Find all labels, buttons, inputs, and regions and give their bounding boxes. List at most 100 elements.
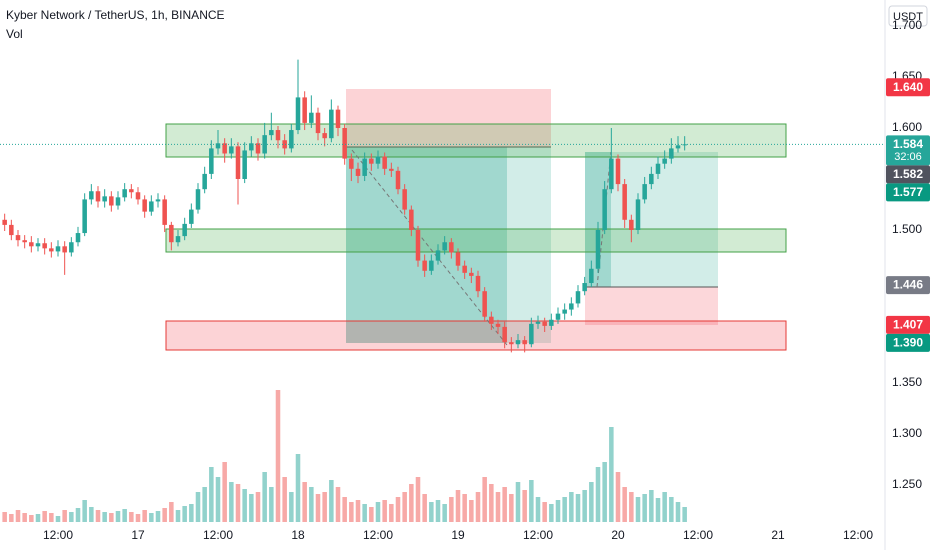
candle-body bbox=[562, 309, 567, 314]
candle-body bbox=[582, 283, 587, 292]
price-badge bbox=[886, 333, 930, 352]
volume-bar bbox=[569, 492, 574, 522]
volume-bar bbox=[169, 502, 174, 522]
volume-bar bbox=[315, 494, 321, 522]
x-tick-label: 17 bbox=[131, 528, 145, 542]
candle-body bbox=[362, 158, 367, 176]
volume-bar bbox=[375, 502, 381, 522]
volume-bar bbox=[589, 482, 594, 522]
chart-title: Kyber Network / TetherUS, 1h, BINANCE bbox=[6, 8, 225, 22]
price-badge-label: 1.390 bbox=[893, 336, 923, 350]
volume-bar bbox=[189, 504, 194, 522]
volume-bar bbox=[529, 480, 534, 522]
x-tick-label: 12:00 bbox=[843, 528, 873, 542]
volume-bar bbox=[482, 477, 487, 522]
volume-bar bbox=[242, 489, 247, 522]
candle-body bbox=[295, 97, 301, 131]
volume-bar bbox=[349, 502, 354, 522]
x-tick-label: 20 bbox=[611, 528, 625, 542]
candle-body bbox=[122, 189, 127, 198]
target-zone bbox=[507, 147, 551, 343]
volume-bar bbox=[62, 510, 67, 522]
volume-bar bbox=[229, 482, 234, 522]
volume-label: Vol bbox=[6, 27, 23, 41]
volume-bar bbox=[642, 494, 647, 522]
stop-zone bbox=[346, 89, 551, 147]
candle-body bbox=[62, 246, 67, 253]
volume-bar bbox=[35, 514, 41, 522]
y-tick-label: 1.600 bbox=[892, 120, 922, 134]
candle-body bbox=[42, 243, 47, 249]
volume-bar bbox=[295, 454, 301, 522]
candle-body bbox=[89, 191, 94, 200]
volume-bar bbox=[55, 516, 61, 522]
volume-bar bbox=[355, 500, 361, 522]
support-zone bbox=[165, 228, 787, 253]
volume-bar bbox=[109, 513, 114, 522]
volume-bar bbox=[9, 514, 14, 522]
candle-body bbox=[402, 189, 407, 210]
volume-bar bbox=[2, 512, 7, 522]
volume-bar bbox=[649, 490, 654, 522]
volume-bar bbox=[335, 487, 341, 522]
candle-body bbox=[49, 248, 54, 252]
volume-bar bbox=[282, 477, 287, 522]
candle-body bbox=[422, 260, 427, 271]
candle-body bbox=[229, 146, 234, 154]
candle-body bbox=[102, 196, 107, 202]
resistance-zone bbox=[165, 123, 787, 158]
candle-body bbox=[129, 189, 134, 193]
candle-body bbox=[302, 97, 307, 123]
volume-bar bbox=[442, 504, 447, 522]
candle-body bbox=[495, 323, 501, 327]
candle-body bbox=[162, 199, 167, 225]
volume-bar bbox=[15, 510, 21, 522]
volume-bar bbox=[415, 477, 421, 522]
volume-bar bbox=[102, 512, 107, 522]
volume-bar bbox=[309, 487, 314, 522]
candle-body bbox=[282, 140, 287, 149]
candle-body bbox=[569, 303, 574, 310]
candle-body bbox=[435, 250, 441, 261]
volume-bar bbox=[669, 497, 674, 522]
candle-body bbox=[9, 224, 14, 236]
price-badge bbox=[886, 165, 930, 184]
volume-bar bbox=[322, 492, 327, 522]
currency[interactable]: USDT bbox=[893, 11, 923, 23]
currency-box[interactable] bbox=[888, 5, 928, 27]
candle-body bbox=[15, 235, 21, 241]
candle-body bbox=[29, 242, 34, 247]
volume-bar bbox=[269, 487, 274, 522]
candle-body bbox=[95, 191, 101, 202]
y-tick-label: 1.350 bbox=[892, 375, 922, 389]
candle-body bbox=[309, 112, 314, 123]
demand-zone bbox=[165, 320, 787, 351]
candle-body bbox=[55, 246, 61, 252]
candle-body bbox=[349, 158, 354, 169]
candle-body bbox=[195, 189, 201, 210]
candle-body bbox=[509, 342, 514, 345]
volume-bar bbox=[395, 497, 401, 522]
candle-body bbox=[202, 173, 207, 190]
candle-body bbox=[442, 242, 447, 251]
candle-body bbox=[315, 112, 321, 134]
candle-body bbox=[142, 199, 147, 212]
candle-body bbox=[322, 133, 327, 139]
volume-bar bbox=[175, 510, 181, 522]
candle-body bbox=[455, 252, 461, 266]
stop-zone bbox=[585, 287, 718, 325]
candle-body bbox=[602, 189, 607, 230]
x-tick-label: 12:00 bbox=[523, 528, 553, 542]
volume-bar bbox=[549, 504, 554, 522]
volume-bar bbox=[129, 512, 134, 522]
candle-body bbox=[462, 265, 467, 273]
volume-bar bbox=[329, 480, 334, 522]
volume-bar bbox=[495, 492, 501, 522]
candle-body bbox=[215, 143, 221, 149]
volume-bar bbox=[209, 467, 214, 522]
volume-bar bbox=[655, 498, 661, 522]
volume-bar bbox=[22, 513, 27, 522]
candle-body bbox=[382, 156, 387, 169]
volume-bar bbox=[369, 507, 374, 522]
volume-bar bbox=[602, 462, 607, 522]
